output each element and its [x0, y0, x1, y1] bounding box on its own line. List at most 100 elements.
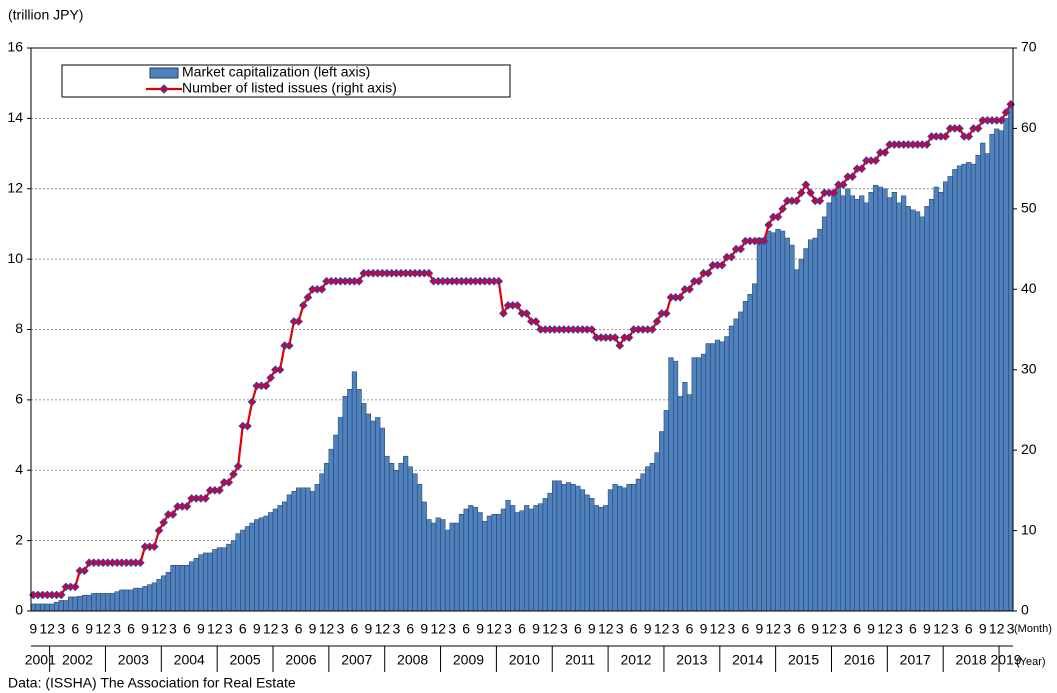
marker: [778, 204, 787, 214]
bar: [905, 206, 911, 612]
marker: [997, 116, 1006, 125]
marker: [871, 156, 881, 165]
bar: [77, 595, 83, 612]
bar: [631, 484, 637, 612]
bar: [705, 343, 711, 612]
marker: [499, 309, 508, 318]
x-tick-label: 12: [486, 621, 502, 637]
marker: [857, 164, 867, 173]
bar: [282, 501, 288, 612]
x-tick-label: 6: [295, 621, 303, 637]
bar: [821, 216, 828, 612]
marker: [796, 188, 806, 198]
y-tick-label: 10: [7, 250, 23, 266]
year-label: 2015: [788, 652, 819, 668]
bar: [901, 195, 907, 612]
bar: [887, 197, 893, 612]
bar: [798, 258, 804, 612]
bar: [254, 519, 260, 612]
bar: [663, 410, 669, 612]
bar: [817, 228, 823, 612]
y-tick-label: 6: [15, 391, 23, 407]
bar: [226, 543, 232, 612]
y-tick-label: 16: [7, 39, 23, 55]
x-tick-label: 3: [281, 621, 289, 637]
bar: [463, 508, 469, 612]
bar: [114, 591, 120, 612]
bar: [151, 582, 157, 612]
bar: [775, 228, 781, 612]
bar: [286, 494, 292, 612]
bar: [863, 202, 869, 612]
bar: [659, 431, 665, 612]
bar: [784, 237, 790, 612]
bar: [356, 389, 362, 612]
bar: [733, 318, 739, 612]
marker: [424, 268, 434, 278]
marker: [941, 132, 950, 141]
bar: [133, 587, 139, 612]
bar: [579, 489, 586, 612]
x-tick-label: 3: [560, 621, 568, 637]
y-unit-label: (trillion JPY): [8, 7, 83, 23]
bar: [547, 492, 553, 612]
bar: [873, 184, 879, 612]
year-label: 2005: [230, 652, 261, 668]
x-tick-label: 6: [183, 621, 191, 637]
x-tick-label: 12: [710, 621, 726, 637]
x-tick-label: 9: [197, 621, 205, 637]
x-tick-label: 12: [375, 621, 391, 637]
x-tick-label: 6: [965, 621, 973, 637]
x-tick-label: 6: [853, 621, 861, 637]
year-label: 2016: [844, 652, 875, 668]
bar: [896, 202, 902, 612]
bar: [500, 508, 506, 612]
bar: [910, 209, 916, 612]
bar: [933, 186, 939, 612]
bar: [607, 489, 614, 612]
y2-tick-label: 60: [1021, 119, 1037, 135]
marker: [624, 333, 634, 342]
bar: [807, 239, 814, 612]
bar: [95, 593, 102, 612]
bar: [989, 133, 995, 612]
bar: [412, 473, 418, 612]
x-tick-label: 3: [57, 621, 65, 637]
bar: [86, 594, 92, 612]
bar: [812, 237, 818, 612]
marker: [922, 140, 932, 149]
bar: [575, 485, 581, 612]
x-tick-label: 12: [598, 621, 614, 637]
bar: [249, 522, 255, 612]
bar: [305, 487, 311, 612]
bar: [170, 565, 176, 612]
marker: [815, 196, 825, 206]
marker: [136, 558, 145, 568]
x-tick-label: 3: [783, 621, 791, 637]
marker: [159, 518, 168, 527]
y2-tick-label: 20: [1021, 441, 1037, 457]
bar: [440, 519, 446, 612]
bar: [54, 601, 60, 612]
bar: [677, 396, 683, 612]
marker: [848, 172, 857, 181]
x-tick-label: 12: [766, 621, 782, 637]
bar: [621, 487, 627, 612]
marker: [685, 284, 694, 294]
bar: [626, 484, 632, 612]
year-label: 2007: [341, 652, 372, 668]
bar: [519, 510, 525, 612]
marker: [1001, 108, 1011, 117]
bar: [347, 389, 353, 612]
x-tick-label: 6: [797, 621, 805, 637]
x-tick-label: 3: [951, 621, 959, 637]
bar: [528, 508, 534, 612]
x-tick-label: 6: [71, 621, 79, 637]
x-tick-label: 9: [532, 621, 540, 637]
bar: [421, 501, 427, 612]
bar: [458, 513, 465, 612]
bar: [593, 505, 600, 612]
x-tick-label: 3: [504, 621, 512, 637]
bar: [952, 169, 958, 612]
y2-tick-label: 50: [1021, 200, 1037, 216]
